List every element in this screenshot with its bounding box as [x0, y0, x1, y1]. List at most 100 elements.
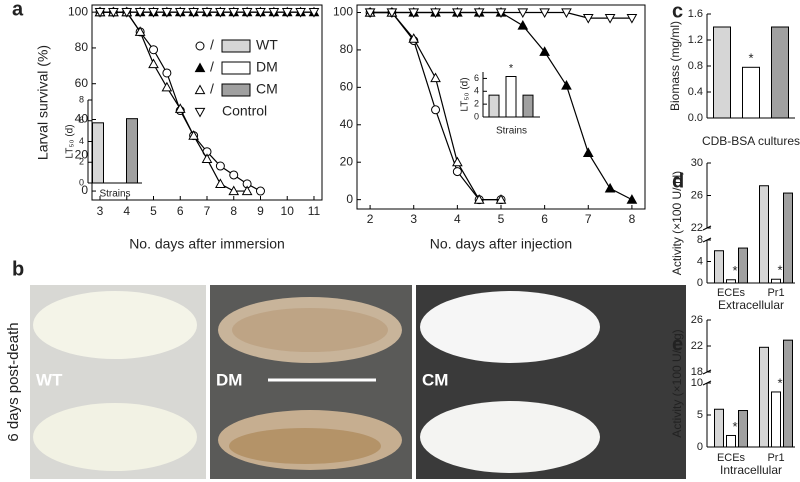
marker [255, 186, 265, 196]
y-tick-label: 5 [697, 409, 703, 421]
series-line [100, 11, 248, 192]
marker [121, 8, 133, 18]
y-tick-label: 18 [691, 366, 703, 378]
marker [215, 8, 226, 18]
x-tick-label: 7 [204, 204, 211, 218]
panel-letter: c [672, 0, 683, 22]
marker [241, 185, 253, 196]
side-label: 6 days post-death [5, 322, 22, 441]
x-axis-label: No. days after immersion [129, 236, 285, 252]
y-tick-label: 4 [474, 86, 479, 96]
marker [108, 8, 119, 18]
x-tick-label: 11 [308, 204, 321, 218]
y-tick-label: 0 [81, 183, 88, 197]
panel-letter: a [12, 0, 24, 20]
plot-frame [356, 4, 646, 210]
marker [149, 45, 159, 55]
marker [408, 8, 420, 19]
marker [452, 8, 463, 19]
legend-marker [194, 62, 206, 73]
bar [738, 247, 748, 284]
y-tick-label: 2 [79, 157, 84, 167]
y-axis-label: LT₅₀ (d) [65, 124, 76, 158]
marker [228, 8, 240, 18]
marker [94, 8, 106, 18]
legend-separator: / [210, 37, 214, 53]
legend-label: DM [256, 59, 278, 75]
series-line [100, 11, 261, 192]
bar [714, 408, 724, 448]
marker [174, 8, 186, 18]
y-tick-label: 10 [691, 377, 703, 389]
x-tick-label: 5 [150, 204, 157, 218]
significance-label: * [509, 62, 514, 74]
legend-marker [194, 107, 206, 118]
x-tick-label: 8 [230, 204, 237, 218]
larva [33, 403, 197, 471]
x-tick-label: ECEs [717, 452, 746, 464]
marker [228, 185, 240, 196]
marker [134, 8, 146, 18]
marker [539, 8, 550, 19]
y-axis-label: Biomass (mg/ml) [668, 21, 682, 111]
y-tick-label: 1.6 [688, 8, 703, 20]
x-axis-label: Strains [496, 126, 527, 137]
y-tick-label: 8 [697, 234, 703, 246]
larva-texture [229, 428, 381, 464]
bar [92, 122, 104, 184]
marker [517, 8, 529, 19]
bar [505, 76, 517, 118]
y-tick-label: 40 [75, 112, 89, 126]
marker [517, 20, 529, 30]
marker [148, 8, 159, 18]
marker [430, 8, 441, 19]
photo-panel: b 6 days post-death WT DM CM [5, 258, 686, 479]
significance-label: * [748, 51, 753, 66]
y-tick-label: 80 [340, 42, 354, 56]
larva [420, 291, 600, 363]
marker [386, 8, 398, 19]
x-tick-label: 4 [123, 204, 130, 218]
marker [626, 194, 638, 204]
legend-label: Control [222, 103, 267, 119]
y-tick-label: 0 [697, 277, 703, 289]
panel-letter: e [672, 333, 683, 355]
legend-separator: / [210, 81, 214, 97]
y-tick-label: 0.8 [688, 60, 703, 72]
marker [188, 130, 199, 140]
x-tick-label: ECEs [717, 287, 746, 299]
marker [229, 170, 239, 180]
y-tick-label: 60 [75, 76, 89, 90]
bar [771, 26, 789, 119]
photo-label: DM [216, 370, 242, 389]
x-tick-label: 7 [585, 212, 592, 226]
bar [714, 250, 724, 284]
bar [742, 66, 760, 119]
x-tick-label: 4 [454, 212, 461, 226]
bar [771, 278, 781, 284]
marker [408, 33, 420, 43]
marker [452, 167, 462, 177]
marker [452, 156, 463, 167]
marker [430, 72, 441, 83]
marker [295, 8, 306, 18]
bar [738, 410, 748, 448]
y-tick-label: 80 [75, 40, 89, 54]
bar [126, 118, 138, 184]
y-tick-label: 8 [79, 94, 84, 104]
legend-swatch [221, 39, 251, 53]
marker [473, 8, 485, 19]
panel-letter: b [12, 258, 24, 280]
marker [604, 14, 616, 24]
legend-label: WT [256, 37, 278, 53]
marker [201, 153, 213, 163]
x-axis-label: No. days after injection [430, 236, 572, 252]
significance-label: * [777, 375, 782, 390]
bar [713, 26, 731, 119]
y-tick-label: 6 [474, 73, 479, 83]
y-tick-label: 30 [691, 157, 703, 169]
y-tick-label: 20 [340, 154, 354, 168]
y-axis-label: Activity (×100 U/ml) [670, 171, 684, 275]
marker [148, 58, 159, 69]
y-tick-label: 0.4 [688, 86, 703, 98]
